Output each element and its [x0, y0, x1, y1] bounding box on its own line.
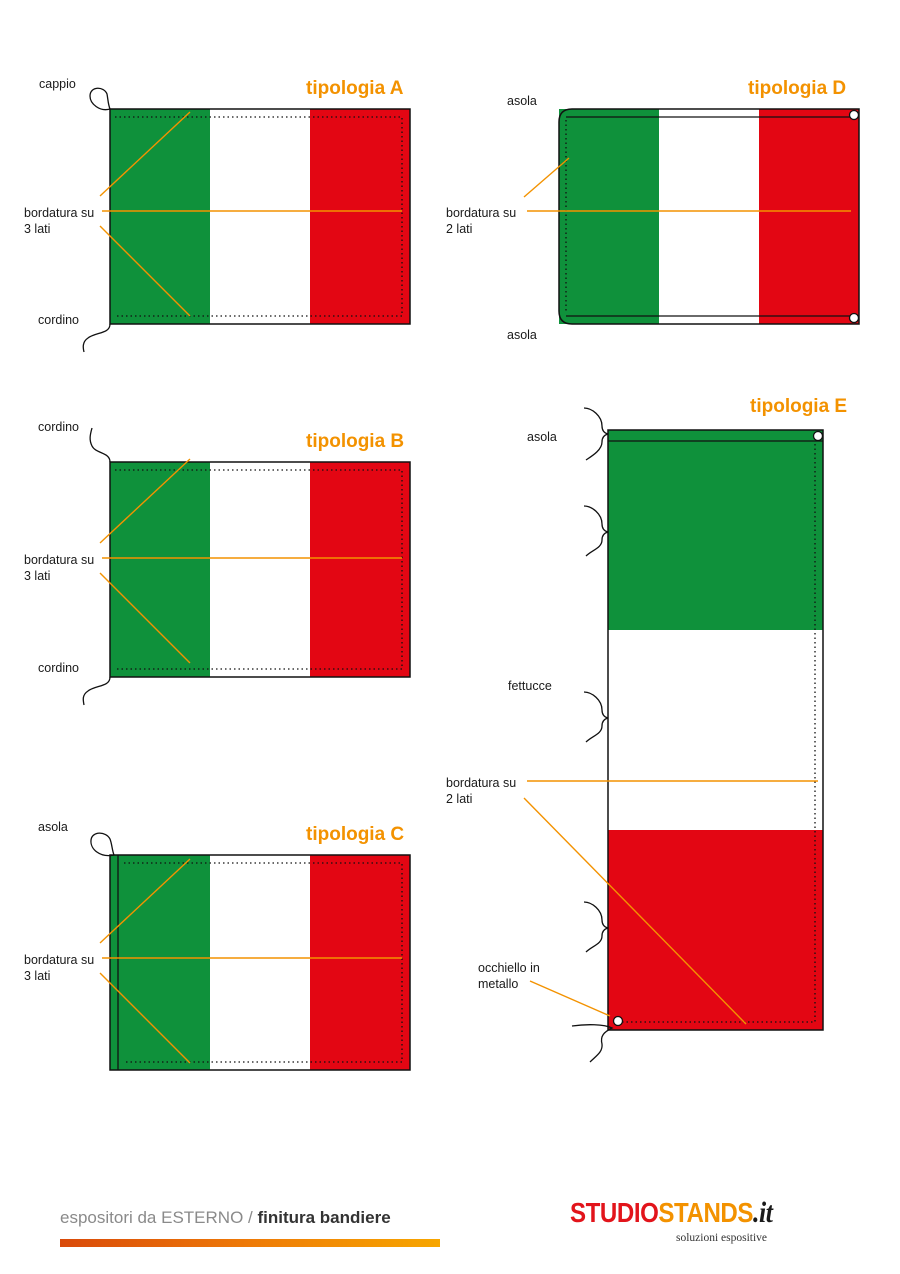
flag-type-b: [82, 427, 411, 706]
footer-gradient-bar: [60, 1239, 440, 1247]
flag-a-title: tipologia A: [306, 78, 404, 99]
flag-d-green-stripe: [559, 109, 659, 324]
footer-prefix: espositori da ESTERNO /: [60, 1208, 258, 1227]
flag-c-red-stripe: [310, 855, 410, 1070]
flag-a-outline: [109, 108, 411, 325]
flag-c-border-label: bordatura su 3 lati: [24, 953, 95, 983]
flag-b-top-cord-label: cordino: [38, 420, 79, 434]
flag-a-white-stripe: [210, 109, 310, 324]
flag-c-outline: [109, 854, 411, 1071]
flag-e-tape: [583, 407, 609, 461]
flag-e-tapes-label: fettucce: [508, 679, 552, 693]
flag-a-loop-label: cappio: [39, 77, 76, 91]
flag-b-leader-lines: [99, 458, 402, 664]
studiostands-logo: STUDIOSTANDS.it: [570, 1196, 773, 1230]
footer-caption: espositori da ESTERNO / finitura bandier…: [60, 1208, 391, 1228]
flag-e-tape: [571, 1024, 614, 1063]
flag-e-tape: [583, 691, 609, 743]
flag-b-border-label: bordatura su 3 lati: [24, 553, 95, 583]
flag-type-a: [82, 87, 411, 353]
logo-part-it: .it: [753, 1196, 773, 1229]
flag-e-top-eyelet: [812, 430, 824, 442]
flag-b-outline: [109, 461, 411, 678]
flag-e-tapes: [571, 407, 614, 1063]
flag-type-e: [523, 407, 824, 1063]
flag-c-green-stripe: [110, 855, 210, 1070]
logo-tagline: soluzioni espositive: [676, 1232, 768, 1244]
flag-a-border-label: bordatura su 3 lati: [24, 206, 95, 236]
flag-d-title: tipologia D: [748, 78, 847, 99]
flag-e-red-stripe: [608, 830, 823, 1030]
flag-a-red-stripe: [310, 109, 410, 324]
flag-c-white-stripe: [210, 855, 310, 1070]
flag-e-border-label: bordatura su 2 lati: [446, 776, 517, 806]
flag-type-c: [90, 832, 411, 1071]
flag-d-leader-lines: [523, 157, 851, 212]
flag-b-title: tipologia B: [306, 431, 405, 452]
logo-part-stands: STANDS: [658, 1197, 754, 1228]
flag-e-tape: [583, 901, 609, 953]
flag-b-green-stripe: [110, 462, 210, 677]
flag-b-top-cord: [89, 427, 111, 463]
flag-b-bottom-cord-label: cordino: [38, 661, 79, 675]
flag-b-bottom-cord: [82, 676, 111, 706]
flag-c-loop: [90, 832, 115, 857]
logo-part-studio: STUDIO: [570, 1197, 659, 1228]
flag-a-leader-lines: [99, 111, 402, 317]
flag-d-border-label: bordatura su 2 lati: [446, 206, 517, 236]
flag-d-top-eyelet: [848, 109, 860, 121]
flag-a-cord-label: cordino: [38, 313, 79, 327]
flag-d-white-stripe: [659, 109, 759, 324]
flag-e-white-stripe: [608, 630, 823, 830]
flag-type-d: [523, 108, 860, 325]
flag-e-metal-eyelet: [612, 1015, 624, 1027]
flag-c-sleeve-label: asola: [38, 820, 68, 834]
flag-c-leader-lines: [99, 858, 402, 1064]
flag-e-tape: [583, 505, 609, 557]
flag-a-cord: [82, 323, 111, 353]
flag-e-outline: [607, 429, 824, 1031]
footer-suffix: finitura bandiere: [257, 1208, 391, 1227]
flag-d-top-sleeve-label: asola: [507, 94, 537, 108]
flag-d-bottom-sleeve-label: asola: [507, 328, 537, 342]
flag-d-red-stripe: [759, 109, 859, 324]
flag-e-leader-lines: [523, 780, 818, 1025]
flag-e-eyelet-label: occhiello in metallo: [478, 961, 540, 991]
flag-e-title: tipologia E: [750, 396, 848, 417]
flag-d-outline: [558, 108, 860, 325]
flag-e-green-stripe: [608, 430, 823, 630]
flag-c-title: tipologia C: [306, 824, 405, 845]
flag-b-red-stripe: [310, 462, 410, 677]
flag-a-green-stripe: [110, 109, 210, 324]
flag-e-sleeve-label: asola: [527, 430, 557, 444]
flag-a-loop: [89, 87, 111, 111]
flag-b-white-stripe: [210, 462, 310, 677]
flag-d-bottom-eyelet: [848, 312, 860, 324]
